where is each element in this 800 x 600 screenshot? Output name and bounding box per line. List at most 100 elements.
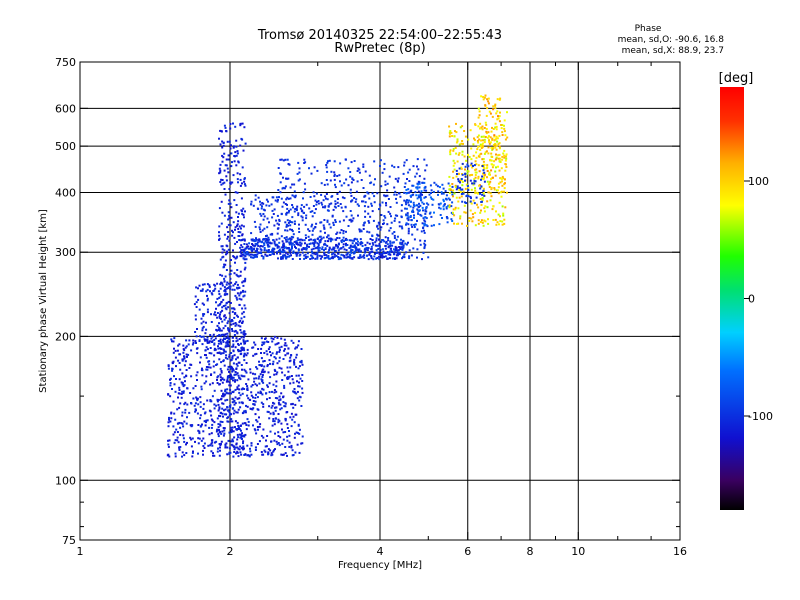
data-point [239, 406, 242, 409]
data-point [234, 322, 237, 324]
data-point [275, 352, 278, 355]
data-point [235, 323, 238, 326]
data-point [386, 194, 389, 197]
data-point [495, 135, 498, 138]
data-point [248, 455, 251, 458]
data-point [445, 206, 448, 209]
data-point [359, 243, 362, 246]
data-point [200, 335, 203, 338]
data-point [217, 447, 219, 450]
data-point [225, 158, 228, 161]
data-point [403, 161, 406, 164]
data-point [250, 203, 253, 206]
data-point [227, 320, 230, 323]
data-point [266, 435, 269, 437]
data-point [460, 193, 463, 195]
data-point [413, 214, 415, 217]
data-point [223, 277, 226, 280]
data-point [226, 293, 229, 296]
data-point [267, 236, 270, 239]
data-point [261, 245, 264, 248]
data-point [279, 403, 282, 406]
data-point [205, 421, 207, 424]
data-point [474, 160, 477, 163]
data-point [248, 242, 251, 245]
data-point [317, 244, 320, 247]
data-point [489, 199, 492, 202]
data-point [210, 313, 212, 316]
data-point [260, 337, 263, 340]
data-point [228, 384, 231, 387]
data-point [171, 388, 173, 390]
data-point [197, 442, 200, 445]
data-point [233, 448, 236, 451]
data-point [355, 248, 358, 251]
data-point [284, 158, 287, 161]
data-point [262, 218, 265, 221]
data-point [262, 342, 265, 345]
data-point [234, 282, 237, 285]
data-point [216, 400, 219, 403]
data-point [273, 208, 276, 211]
data-point [194, 340, 197, 343]
data-point [276, 362, 279, 365]
data-point [173, 347, 175, 350]
data-point [273, 253, 275, 256]
data-point [383, 162, 386, 165]
data-point [359, 242, 362, 245]
data-point [218, 207, 221, 210]
data-point [227, 343, 230, 346]
data-point [300, 242, 303, 245]
data-point [290, 403, 293, 406]
data-point [232, 379, 234, 382]
data-point [342, 210, 345, 213]
data-point [458, 152, 461, 155]
data-point [169, 384, 172, 387]
data-point [299, 244, 302, 247]
data-point [241, 435, 244, 438]
data-point [375, 249, 378, 252]
data-point [391, 244, 394, 247]
data-point [361, 200, 363, 203]
data-point [208, 433, 211, 436]
data-point [206, 308, 209, 311]
data-point [299, 258, 301, 260]
data-point [173, 337, 176, 340]
data-point [291, 258, 294, 260]
data-point [371, 210, 374, 213]
data-point [314, 208, 317, 211]
data-point [181, 390, 184, 393]
data-point [225, 175, 228, 178]
data-point [279, 172, 282, 175]
data-point [224, 307, 227, 310]
data-point [337, 249, 340, 252]
data-point [237, 160, 240, 163]
data-point [398, 246, 401, 248]
data-point [336, 246, 339, 249]
data-point [431, 203, 434, 206]
data-point [425, 189, 428, 192]
data-point [323, 252, 326, 255]
data-point [349, 218, 352, 221]
data-point [298, 432, 301, 435]
data-point [380, 240, 383, 243]
data-point [178, 448, 181, 451]
data-point [195, 342, 197, 344]
data-point [389, 250, 391, 253]
data-point [301, 363, 304, 366]
data-point [289, 197, 292, 200]
data-point [393, 219, 396, 222]
data-point [167, 425, 170, 428]
data-point [283, 237, 286, 239]
data-point [317, 200, 320, 202]
data-point [418, 202, 420, 205]
data-point [371, 239, 374, 241]
data-point [316, 251, 319, 254]
data-point [441, 217, 443, 219]
data-point [218, 137, 220, 140]
data-point [334, 221, 337, 223]
data-point [233, 330, 236, 333]
data-point [472, 183, 475, 186]
data-point [401, 243, 404, 246]
data-point [487, 222, 490, 225]
